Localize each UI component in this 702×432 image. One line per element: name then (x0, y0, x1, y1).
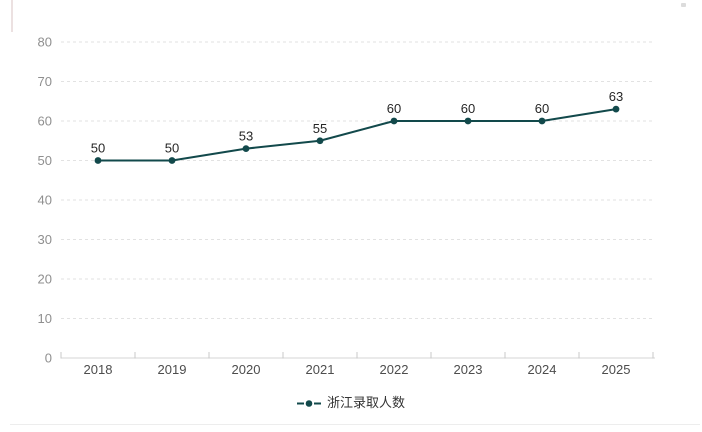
y-tick-label: 80 (38, 35, 52, 50)
data-point-label: 53 (239, 129, 253, 144)
data-point-marker (168, 157, 176, 164)
data-point-label: 50 (165, 141, 179, 156)
y-tick-label: 50 (38, 153, 52, 168)
data-point-label: 55 (313, 121, 327, 136)
data-point-marker (390, 117, 398, 125)
x-tick-label: 2018 (84, 362, 113, 377)
data-point-marker (612, 105, 620, 113)
data-point-marker (94, 157, 102, 164)
data-point-marker (242, 145, 250, 153)
data-point-marker (464, 117, 472, 125)
legend-label: 浙江录取人数 (326, 395, 405, 410)
legend-line-marker-icon (296, 399, 321, 407)
left-edge-artifact (11, 0, 13, 32)
y-tick-label: 40 (38, 193, 52, 208)
y-tick-label: 60 (38, 114, 52, 129)
bottom-hairline (10, 424, 700, 425)
x-tick-label: 2021 (306, 362, 335, 377)
line-chart: 0 10 20 30 40 50 60 70 80 2018 2019 2020 2021 2022 202… (38, 35, 655, 377)
x-tick-label: 2023 (454, 362, 483, 377)
data-point-label: 60 (387, 101, 401, 116)
x-tick-label: 2022 (380, 362, 409, 377)
y-tick-label: 10 (38, 311, 52, 326)
data-point-label: 60 (461, 101, 475, 116)
y-tick-label: 20 (38, 272, 52, 287)
data-point-label: 63 (609, 89, 623, 104)
x-tick-label: 2020 (232, 362, 261, 377)
y-tick-label: 70 (38, 74, 52, 89)
series-line (97, 108, 617, 162)
data-point-marker (316, 137, 324, 145)
x-tick-label: 2019 (158, 362, 187, 377)
legend-item[interactable]: 浙江录取人数 (296, 395, 405, 410)
data-point-label: 50 (91, 141, 105, 156)
data-point-marker (538, 117, 546, 125)
legend-row: 浙江录取人数 (0, 396, 702, 410)
top-right-artifact (681, 3, 686, 7)
x-tick-label: 2024 (528, 362, 557, 377)
y-tick-label: 30 (38, 232, 52, 247)
y-tick-label: 0 (45, 351, 52, 366)
data-point-label: 60 (535, 101, 549, 116)
x-tick-label: 2025 (602, 362, 631, 377)
